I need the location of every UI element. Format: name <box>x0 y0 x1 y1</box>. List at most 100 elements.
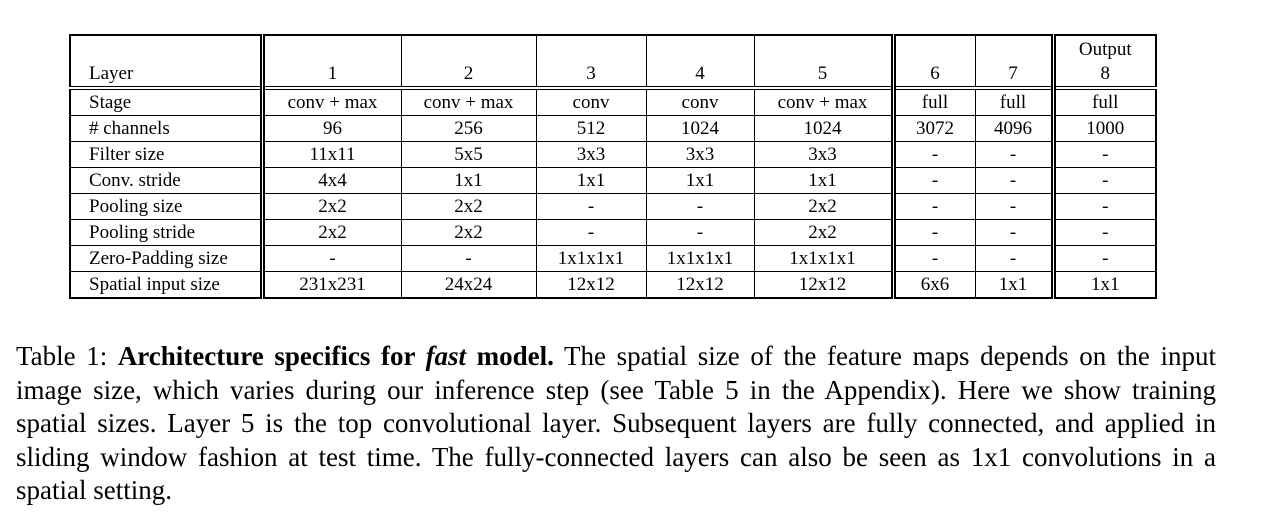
caption-prefix: Table 1: <box>16 341 118 371</box>
table-cell: 96 <box>259 115 401 142</box>
table-cell: 12x12 <box>535 271 646 299</box>
table-cell: 1024 <box>753 115 893 142</box>
table-cell: 1x1x1x1 <box>753 245 893 272</box>
header-row: Layer 1 2 3 4 5 6 7 Output 8 <box>69 34 1157 88</box>
table-cell: 512 <box>535 115 646 142</box>
table-cell: 1x1 <box>535 167 646 194</box>
table-cell: 3072 <box>890 115 975 142</box>
table-cell: 11x11 <box>259 141 401 168</box>
table-cell: conv + max <box>400 86 536 116</box>
table-cell: 2x2 <box>400 193 536 220</box>
table-cell: - <box>259 245 401 272</box>
table-cell: full <box>974 86 1053 116</box>
row-label: Pooling stride <box>69 219 262 246</box>
table-row: Stage conv + max conv + max conv conv conv + … <box>69 86 1157 116</box>
table-cell: 231x231 <box>259 271 401 299</box>
table-cell: 1x1 <box>645 167 754 194</box>
table-cell: 1024 <box>645 115 754 142</box>
header-layer-label: Layer <box>69 34 262 88</box>
table-cell: 1x1x1x1 <box>645 245 754 272</box>
header-col-7: 7 <box>974 34 1053 88</box>
table-cell: 256 <box>400 115 536 142</box>
table-cell: - <box>400 245 536 272</box>
table-cell: - <box>890 167 975 194</box>
header-col-5: 5 <box>753 34 893 88</box>
header-col-2: 2 <box>400 34 536 88</box>
table-cell: 3x3 <box>535 141 646 168</box>
table-cell: 12x12 <box>645 271 754 299</box>
table-cell: 1x1 <box>400 167 536 194</box>
architecture-table: Layer 1 2 3 4 5 6 7 Output 8 Stage conv + … <box>69 34 1157 299</box>
table-cell: - <box>1050 193 1157 220</box>
table-cell: 2x2 <box>400 219 536 246</box>
table-cell: - <box>974 219 1053 246</box>
row-label: Pooling size <box>69 193 262 220</box>
table-cell: 2x2 <box>259 219 401 246</box>
table-cell: 1000 <box>1050 115 1157 142</box>
header-col-3-bottom: 3 <box>586 63 596 84</box>
header-col-8-top: Output <box>1078 39 1132 60</box>
row-label: Stage <box>69 86 262 116</box>
table-cell: - <box>890 245 975 272</box>
header-col-4: 4 <box>645 34 754 88</box>
table-cell: conv <box>535 86 646 116</box>
header-col-5-bottom: 5 <box>817 63 828 84</box>
table-cell: 2x2 <box>259 193 401 220</box>
header-col-8: Output 8 <box>1050 34 1157 88</box>
table-cell: 6x6 <box>890 271 975 299</box>
header-col-8-bottom: 8 <box>1100 63 1111 84</box>
table-cell: - <box>974 193 1053 220</box>
table-cell: - <box>645 219 754 246</box>
table-cell: 12x12 <box>753 271 893 299</box>
header-col-1: 1 <box>259 34 401 88</box>
header-col-6: 6 <box>890 34 975 88</box>
table-cell: - <box>890 141 975 168</box>
row-label: # channels <box>69 115 262 142</box>
table-cell: 3x3 <box>645 141 754 168</box>
table-row: Conv. stride 4x4 1x1 1x1 1x1 1x1- - - <box>69 167 1157 194</box>
table-cell: 3x3 <box>753 141 893 168</box>
table-row: Pooling size 2x2 2x2- -2x2- - - <box>69 193 1157 220</box>
row-label: Filter size <box>69 141 262 168</box>
table-cell: 1x1x1x1 <box>535 245 646 272</box>
table-cell: - <box>1050 219 1157 246</box>
table-cell: 2x2 <box>753 193 893 220</box>
table-cell: - <box>974 245 1053 272</box>
table-row: Filter size 11x11 5x5 3x3 3x3 3x3- - - <box>69 141 1157 168</box>
table-cell: - <box>974 141 1053 168</box>
table-cell: - <box>890 193 975 220</box>
table-cell: - <box>1050 245 1157 272</box>
table-cell: 1x1 <box>974 271 1053 299</box>
caption-bold-2: model. <box>466 341 554 371</box>
table-cell: - <box>890 219 975 246</box>
table-cell: 1x1 <box>1050 271 1157 299</box>
header-col-2-bottom: 2 <box>463 63 474 84</box>
table-row: Zero-Padding size - -1x1x1x1 1x1x1x1 1x1x1x1… <box>69 245 1157 272</box>
row-label: Spatial input size <box>69 271 262 299</box>
table-cell: conv + max <box>259 86 401 116</box>
table-caption: Table 1: Architecture specifics for fast… <box>16 340 1216 508</box>
header-col-3: 3 <box>535 34 646 88</box>
table-row: # channels 96 256 512 1024 1024 3072 4096 1000 <box>69 115 1157 142</box>
table-cell: - <box>535 219 646 246</box>
header-col-4-bottom: 4 <box>695 63 705 84</box>
table-cell: full <box>890 86 975 116</box>
caption-bold-1: Architecture specifics for <box>117 341 426 371</box>
table-cell: 1x1 <box>753 167 893 194</box>
caption-body: The spatial size of the feature maps dep… <box>16 341 1216 505</box>
table-cell: - <box>535 193 646 220</box>
table-cell: 4x4 <box>259 167 401 194</box>
table-cell: 24x24 <box>400 271 536 299</box>
architecture-table-container: Layer 1 2 3 4 5 6 7 Output 8 Stage conv + … <box>69 34 1157 299</box>
row-label: Conv. stride <box>69 167 262 194</box>
table-cell: - <box>1050 167 1157 194</box>
table-cell: - <box>974 167 1053 194</box>
header-col-1-bottom: 1 <box>327 63 338 84</box>
caption-bold-italic: fast <box>425 341 467 371</box>
row-label: Zero-Padding size <box>69 245 262 272</box>
table-cell: 5x5 <box>400 141 536 168</box>
table-cell: full <box>1050 86 1157 116</box>
table-cell: conv + max <box>753 86 893 116</box>
table-cell: conv <box>645 86 754 116</box>
table-cell: - <box>645 193 754 220</box>
